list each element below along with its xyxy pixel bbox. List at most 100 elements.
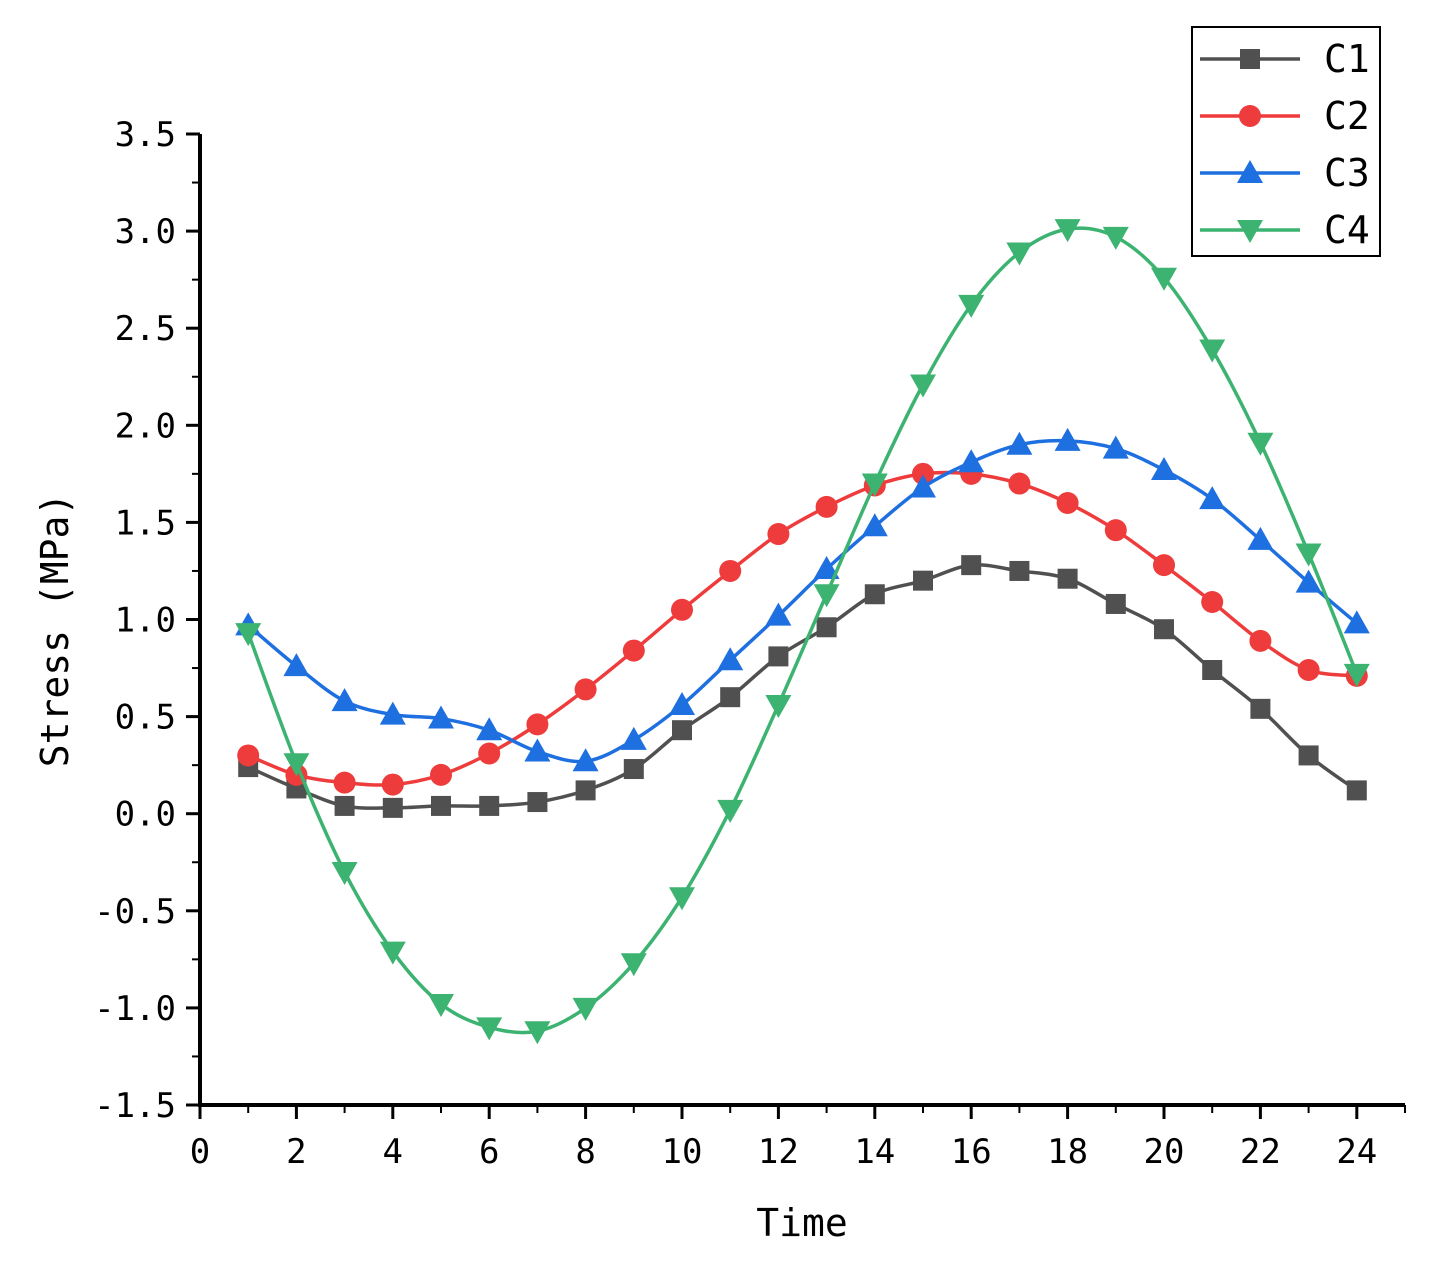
legend-marker: [1240, 49, 1260, 69]
data-point: [813, 584, 840, 608]
x-axis-title: Time: [756, 1201, 848, 1245]
axes: [198, 134, 1405, 1107]
data-point: [622, 639, 645, 662]
data-point: [1057, 568, 1078, 589]
data-point: [1297, 658, 1320, 681]
data-point: [864, 584, 885, 605]
data-point: [1054, 219, 1081, 243]
data-point: [672, 720, 692, 741]
data-point: [961, 555, 982, 576]
y-axis-title: Stress (MPa): [33, 493, 77, 768]
y-tick-label: 3.5: [115, 115, 176, 155]
data-point: [767, 523, 790, 546]
data-point: [1343, 610, 1370, 634]
data-point: [1105, 593, 1126, 614]
data-point: [1102, 226, 1129, 250]
data-point: [717, 647, 744, 671]
data-point: [816, 617, 837, 638]
legend: C1 C2 C3 C4: [1191, 26, 1381, 257]
legend-label: C4: [1324, 208, 1370, 252]
legend-item-c1: C1: [1200, 37, 1370, 81]
x-tick-label: 12: [758, 1132, 799, 1172]
data-point: [1009, 560, 1030, 581]
x-axis-ticks: 0 2 4 6 8 10 12 14 16 18 20 22 24: [190, 1105, 1406, 1172]
y-tick-label: 2.5: [115, 309, 176, 349]
data-point: [572, 748, 599, 772]
x-tick-label: 6: [479, 1132, 499, 1172]
y-tick-label: 1.5: [115, 503, 176, 543]
data-point: [1201, 591, 1224, 614]
legend-item-c4: C4: [1200, 208, 1370, 252]
x-tick-label: 20: [1144, 1132, 1185, 1172]
y-tick-label: 3.0: [115, 212, 176, 252]
legend-marker: [1237, 220, 1263, 243]
data-point: [910, 474, 936, 498]
data-point: [333, 771, 356, 794]
data-point: [1202, 659, 1223, 680]
data-point: [428, 994, 454, 1018]
data-point: [379, 941, 406, 965]
data-point: [478, 742, 501, 765]
data-point: [1102, 435, 1129, 459]
data-point: [381, 773, 404, 796]
legend-label: C3: [1324, 151, 1370, 195]
data-point: [283, 653, 310, 677]
x-tick-label: 10: [662, 1132, 703, 1172]
data-point: [623, 759, 644, 780]
data-point: [1247, 526, 1274, 550]
data-point: [1151, 267, 1177, 291]
data-point: [527, 792, 548, 813]
data-point: [620, 953, 647, 977]
data-point: [910, 374, 936, 398]
data-point: [1295, 543, 1322, 567]
data-point: [1054, 427, 1081, 451]
legend-marker: [1237, 160, 1263, 183]
data-point: [765, 602, 792, 626]
y-tick-label: 2.0: [115, 406, 176, 446]
data-point: [861, 513, 888, 537]
data-point: [1249, 629, 1272, 652]
data-point: [913, 570, 933, 591]
x-tick-label: 4: [383, 1132, 403, 1172]
x-tick-label: 16: [951, 1132, 992, 1172]
data-point: [382, 797, 403, 818]
legend-box: [1191, 26, 1381, 257]
series-c3: [235, 427, 1370, 772]
data-point: [1199, 339, 1226, 363]
legend-label: C2: [1324, 94, 1370, 138]
y-axis-ticks: -1.5 -1.0 -0.5 0.0 0.5 1.0 1.5 2.0 2.5 3.0 3.5: [94, 115, 200, 1126]
data-point: [1298, 745, 1319, 766]
data-point: [765, 694, 792, 718]
data-point: [476, 717, 503, 741]
data-point: [479, 795, 500, 816]
x-tick-label: 22: [1240, 1132, 1281, 1172]
y-tick-label: 0.5: [115, 698, 176, 738]
data-point: [958, 449, 985, 473]
data-point: [1343, 663, 1370, 687]
series-line-c4: [246, 226, 1359, 1035]
x-tick-label: 0: [190, 1132, 210, 1172]
series-c2: [237, 462, 1368, 796]
x-tick-label: 14: [854, 1132, 895, 1172]
data-point: [813, 556, 840, 580]
data-point: [1153, 554, 1175, 577]
series-c4: [235, 219, 1370, 1045]
data-point: [1247, 432, 1274, 456]
data-point: [379, 701, 406, 725]
data-point: [524, 738, 551, 762]
x-tick-label: 2: [286, 1132, 306, 1172]
data-point: [1199, 486, 1226, 510]
data-point: [331, 861, 358, 885]
data-point: [476, 1017, 503, 1041]
y-tick-label: -1.0: [94, 989, 176, 1029]
data-point: [669, 887, 695, 911]
legend-item-c3: C3: [1200, 151, 1370, 195]
y-tick-label: -1.5: [94, 1086, 176, 1126]
data-point: [572, 997, 599, 1021]
data-point: [1154, 619, 1174, 640]
data-point: [428, 705, 454, 729]
y-tick-label: -0.5: [94, 892, 176, 932]
series-line-c3: [247, 438, 1358, 764]
series-line-c2: [247, 470, 1358, 787]
